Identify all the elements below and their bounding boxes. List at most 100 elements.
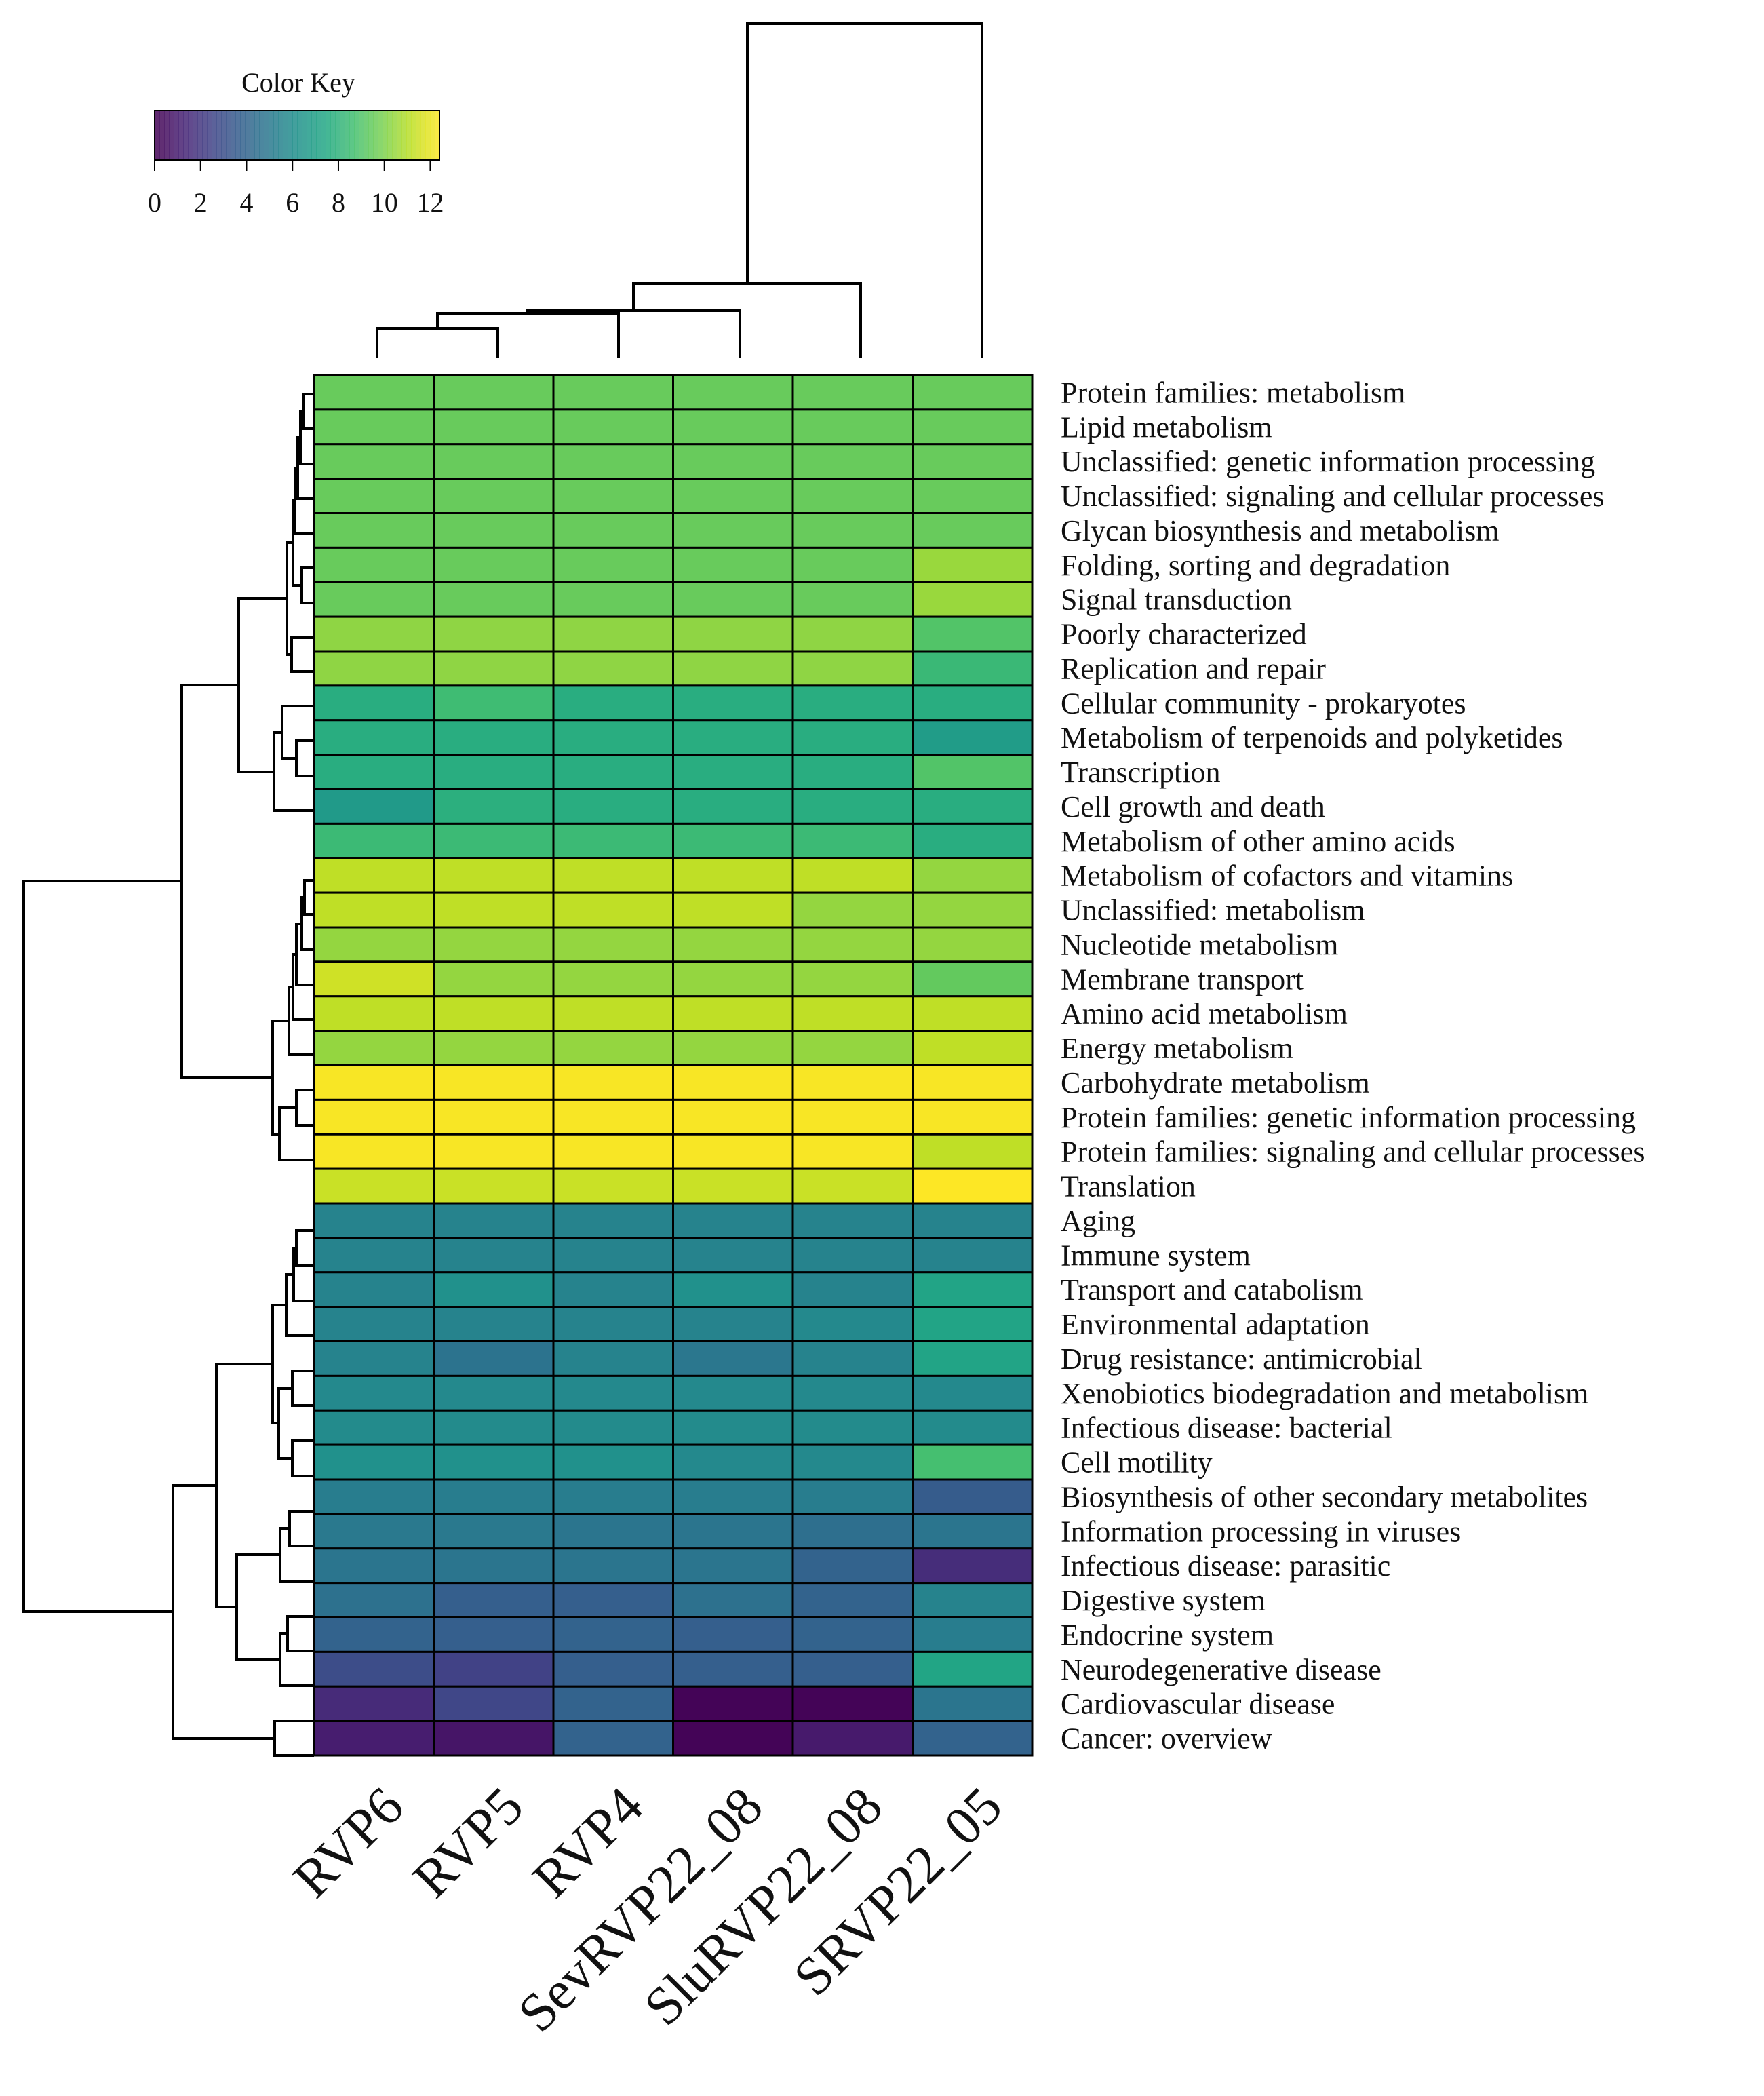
color-key-segment [378, 111, 383, 160]
heatmap-cell [791, 581, 914, 618]
color-key-segment [159, 111, 165, 160]
color-key-segment [349, 111, 355, 160]
heatmap-cell [672, 1271, 794, 1308]
color-key-segment [254, 111, 260, 160]
color-key-segment [321, 111, 326, 160]
color-key-segment [335, 111, 340, 160]
row-label: Protein families: metabolism [1061, 376, 1405, 409]
heatmap-cell [433, 822, 555, 859]
heatmap-cell [912, 857, 1034, 894]
heatmap-cell [912, 1202, 1034, 1239]
heatmap-cell [672, 822, 794, 859]
color-key-segment [264, 111, 269, 160]
row-label: Metabolism of other amino acids [1061, 825, 1455, 858]
heatmap-cell [672, 719, 794, 756]
heatmap-cell [433, 546, 555, 583]
heatmap-cell [433, 1616, 555, 1653]
heatmap-cell [313, 926, 435, 963]
heatmap-cell [672, 1547, 794, 1585]
heatmap-cell [791, 995, 914, 1032]
column-label: RVP5 [401, 1777, 534, 1909]
heatmap-cell [791, 1237, 914, 1274]
heatmap-cell [313, 822, 435, 859]
heatmap-cell [433, 1374, 555, 1412]
heatmap-cell [433, 615, 555, 653]
row-label: Unclassified: genetic information proces… [1061, 445, 1595, 478]
row-label: Aging [1061, 1204, 1135, 1237]
heatmap-cell [912, 650, 1034, 687]
color-key-segment [226, 111, 231, 160]
heatmap-cell [672, 615, 794, 653]
heatmap-cell [313, 719, 435, 756]
heatmap-cell [313, 478, 435, 514]
row-label: Folding, sorting and degradation [1061, 549, 1450, 582]
heatmap-cell [433, 719, 555, 756]
heatmap-cell [313, 1064, 435, 1101]
color-key-title: Color Key [241, 67, 355, 98]
heatmap-cell [313, 1133, 435, 1170]
row-label: Infectious disease: bacterial [1061, 1412, 1392, 1445]
color-key-segment [307, 111, 312, 160]
heatmap-cell [672, 1513, 794, 1550]
color-key-segment [221, 111, 227, 160]
heatmap-cell [433, 788, 555, 825]
row-label: Cell growth and death [1061, 790, 1325, 823]
heatmap-cell [672, 443, 794, 480]
heatmap-cell [313, 891, 435, 929]
color-key-segment [207, 111, 212, 160]
heatmap-cell [313, 1547, 435, 1585]
heatmap-cell [912, 1167, 1034, 1205]
row-label: Translation [1061, 1170, 1196, 1203]
heatmap-cell [552, 926, 674, 963]
heatmap-cell [791, 960, 914, 998]
heatmap-cell [433, 891, 555, 929]
column-dendrogram [376, 22, 983, 358]
row-label: Protein families: genetic information pr… [1061, 1101, 1636, 1134]
heatmap-cell [912, 684, 1034, 722]
heatmap-cell [552, 1616, 674, 1653]
heatmap-cell [552, 995, 674, 1032]
row-label: Glycan biosynthesis and metabolism [1061, 514, 1499, 547]
heatmap-cell [912, 512, 1034, 549]
color-key-segment [193, 111, 198, 160]
heatmap-cell [313, 1237, 435, 1274]
color-key-segment [259, 111, 264, 160]
heatmap-cell [672, 1582, 794, 1618]
color-key-segment [430, 111, 435, 160]
heatmap-cell [313, 546, 435, 583]
heatmap-cell [791, 1167, 914, 1205]
heatmap-cell [672, 478, 794, 514]
heatmap-cell [433, 443, 555, 480]
heatmap-cell [433, 1098, 555, 1136]
heatmap-cell [791, 374, 914, 411]
heatmap-cell [912, 1306, 1034, 1342]
color-key-tick-label: 12 [416, 187, 444, 218]
heatmap-cell [313, 1409, 435, 1446]
heatmap-cell [313, 615, 435, 653]
heatmap-cell [313, 1616, 435, 1653]
heatmap-cell [433, 478, 555, 514]
heatmap-cell [552, 1030, 674, 1066]
heatmap-cell [552, 1237, 674, 1274]
heatmap-cell [791, 1409, 914, 1446]
heatmap-cell [313, 408, 435, 446]
color-key-segment [359, 111, 364, 160]
row-label: Neurodegenerative disease [1061, 1653, 1381, 1686]
color-key-segment [383, 111, 388, 160]
heatmap-cell [791, 1306, 914, 1342]
row-label: Environmental adaptation [1061, 1308, 1370, 1341]
heatmap-cell [791, 1133, 914, 1170]
heatmap-cell [433, 1720, 555, 1757]
heatmap-cell [433, 1478, 555, 1515]
color-key-segment [269, 111, 274, 160]
heatmap-cell [313, 1443, 435, 1481]
heatmap-cell [912, 1237, 1034, 1274]
heatmap-cell [912, 1064, 1034, 1101]
heatmap-cell [791, 443, 914, 480]
heatmap-cell [313, 1685, 435, 1722]
heatmap-cell [313, 1167, 435, 1205]
heatmap-cell [672, 1098, 794, 1136]
heatmap-cell [433, 857, 555, 894]
color-key-segment [292, 111, 298, 160]
heatmap-cell [313, 1306, 435, 1342]
